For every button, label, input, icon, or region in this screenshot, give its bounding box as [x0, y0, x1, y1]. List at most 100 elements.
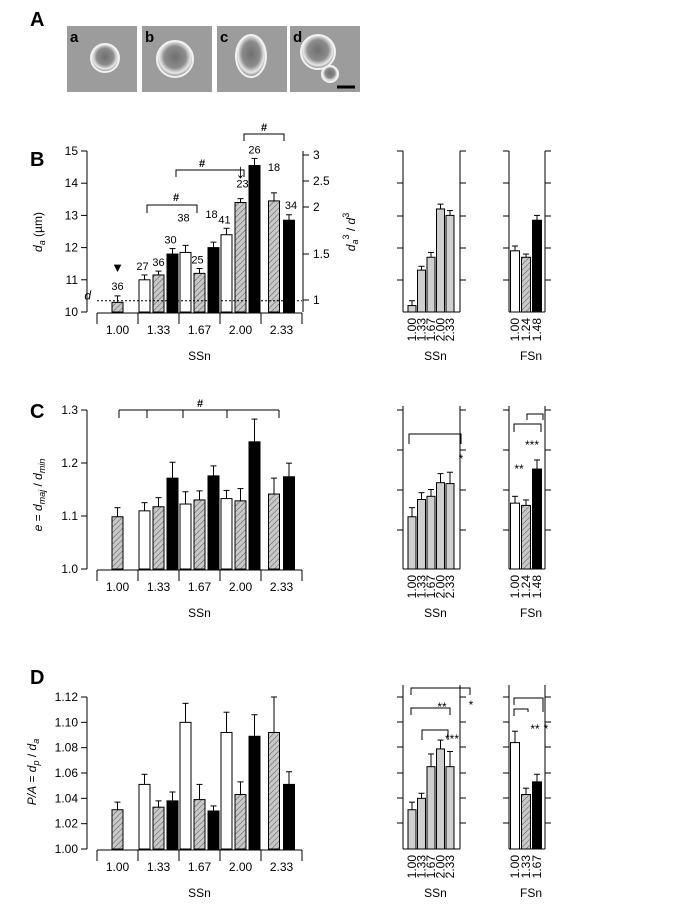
D-fs-significance-bracket [513, 697, 544, 712]
C-main-ytick-label: 1.0 [61, 562, 78, 576]
C-main-ytick-label: 1.1 [61, 509, 78, 523]
B-main-category-label: 1.00 [106, 323, 130, 337]
D-main-category-label: 2.00 [229, 860, 253, 874]
D-ss-category-label: 1.00 [405, 855, 419, 879]
C-main-bar [234, 500, 247, 570]
B-fs-bar [532, 219, 542, 313]
D-main-ytick-label: 1.10 [55, 715, 79, 729]
B-main-y-label: da (µm) [31, 212, 47, 252]
B-main-y-right-label: da3 / d3 [341, 213, 360, 251]
B-ss-category-label: 1.00 [405, 318, 419, 342]
B-main-bar [248, 164, 261, 313]
C-main-significance-mark: # [197, 398, 203, 410]
C-ss-bar [436, 482, 445, 570]
B-ss-bar [445, 214, 455, 313]
D-main-ytick-label: 1.00 [55, 842, 79, 856]
D-main-y-label: P/A = dp / da [25, 739, 41, 805]
D-main-bar [207, 810, 220, 850]
C-fs-bar [521, 504, 531, 570]
B-main-reference-label: d [84, 289, 91, 303]
D-main-bar [220, 731, 233, 850]
D-ss-bar [436, 748, 445, 850]
D-main-ytick-label: 1.06 [55, 766, 79, 780]
D-main-category-label: 1.00 [106, 860, 130, 874]
C-main-bar [152, 506, 165, 570]
B-ss-bar [407, 305, 417, 313]
C-ss-category-label: 1.67 [424, 575, 438, 599]
B-main-category-label: 2.33 [270, 323, 294, 337]
micrograph-label-c: c [220, 29, 228, 46]
C-ss-category-label: 1.00 [405, 575, 419, 599]
D-main-bar [166, 800, 179, 850]
B-main-significance-mark: # [173, 192, 179, 204]
B-main-significance-bracket [175, 169, 245, 177]
B-main-bar [111, 301, 124, 313]
D-ss-significance-bracket [421, 729, 449, 740]
B-main-ytick-label: 12 [65, 241, 79, 255]
B-ss-x-label: SSn [424, 349, 447, 363]
cell-d-1 [321, 65, 339, 83]
B-main-bar [234, 202, 247, 313]
B-main-significance-bracket [146, 204, 198, 213]
micrograph-label-d: d [293, 29, 302, 46]
D-main-ytick-label: 1.02 [55, 817, 79, 831]
micrograph-label-b: b [145, 29, 154, 46]
D-fs-significance-mark: * [544, 722, 549, 736]
C-ss-bar [407, 516, 417, 570]
C-ss-category-label: 2.33 [443, 575, 457, 599]
B-main-bar [166, 253, 179, 313]
panel-letter-B: B [30, 149, 44, 171]
B-main-n-label: 18 [205, 209, 217, 221]
B-ss-bar [417, 269, 426, 313]
D-main-bar [268, 731, 280, 850]
B-main-significance-mark: # [261, 122, 267, 134]
C-fs-significance-mark: ** [514, 462, 524, 476]
D-fs-bar [521, 794, 531, 850]
D-ss-bar [426, 766, 436, 850]
D-ss-category-label: 2.33 [443, 855, 457, 879]
D-main-ytick-label: 1.08 [55, 741, 79, 755]
C-fs-category-label: 1.48 [530, 575, 544, 599]
D-main-bar [283, 783, 295, 850]
B-main-n-label: 41 [218, 214, 230, 226]
B-main-right-tick-label: 2 [313, 200, 320, 214]
C-fs-x-label: FSn [520, 606, 542, 620]
D-main-bar [111, 809, 124, 850]
B-main-ytick-label: 13 [65, 208, 79, 222]
C-main-bar [111, 516, 124, 570]
B-fs-bar [510, 250, 520, 313]
C-main-bar [220, 498, 233, 570]
C-main-bar [283, 476, 295, 570]
B-ss-category-label: 1.67 [424, 318, 438, 342]
D-main-bar [179, 721, 192, 850]
B-main-right-tick-label: 1.5 [313, 247, 330, 261]
panel-letter-D: D [30, 667, 44, 689]
D-ss-bar [407, 809, 417, 850]
D-main-bar [234, 794, 247, 850]
B-main-ytick-label: 15 [65, 144, 79, 158]
cell-a-0 [90, 43, 120, 73]
C-fs-category-label: 1.24 [519, 575, 533, 599]
C-fs-significance-bracket [513, 423, 542, 432]
C-main-category-label: 2.00 [229, 580, 253, 594]
C-fs-significance-mark: *** [525, 438, 539, 452]
B-main-n-label: 38 [177, 212, 189, 224]
C-fs-category-label: 1.00 [508, 575, 522, 599]
B-main-ytick-label: 14 [65, 176, 79, 190]
D-main-bar [138, 783, 151, 850]
D-ss-x-label: SSn [424, 886, 447, 900]
panel-letter-A: A [30, 9, 44, 31]
C-ss-bar [417, 498, 426, 570]
D-ss-significance-bracket [410, 687, 471, 695]
B-ss-bar [426, 256, 436, 313]
C-main-bar [193, 499, 206, 570]
panel-letter-C: C [30, 401, 44, 423]
D-ss-category-label: 1.33 [415, 855, 429, 879]
C-ss-bar [426, 495, 436, 570]
C-ss-category-label: 2.00 [434, 575, 448, 599]
B-main-bar [283, 219, 295, 313]
C-ss-significance-line [408, 433, 462, 444]
D-fs-category-label: 1.00 [508, 855, 522, 879]
D-main-bar [193, 799, 206, 850]
